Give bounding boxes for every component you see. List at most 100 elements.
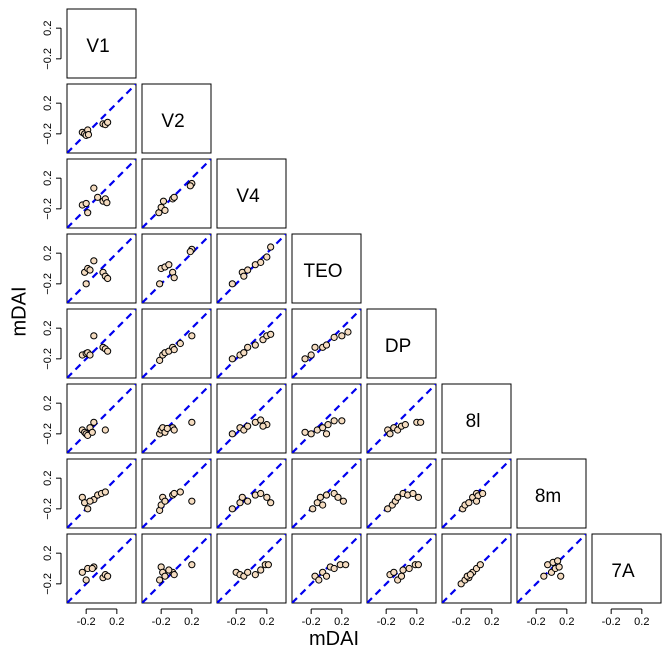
point-8l-V2-6 — [188, 418, 196, 426]
x-tick-label-8m-1: 0.2 — [559, 616, 574, 628]
point-7A-V4-7 — [264, 561, 272, 569]
point-8l-TEO-3 — [319, 424, 327, 432]
point-8l-V1-4 — [90, 418, 98, 426]
identity-line-DP-V1 — [67, 309, 136, 378]
point-8l-DP-5 — [401, 421, 409, 429]
identity-line-DP-V2 — [142, 309, 211, 378]
point-DP-V2-7 — [188, 332, 196, 340]
point-8m-V4-6 — [263, 493, 271, 501]
point-DP-V4-4 — [251, 341, 259, 349]
point-8m-V4-0 — [228, 505, 236, 513]
point-8m-V1-2 — [84, 505, 92, 513]
point-V4-V1-7 — [103, 199, 111, 207]
x-tick-label-V4-0: -0.2 — [227, 616, 246, 628]
identity-line-7A-8m — [517, 534, 586, 603]
x-tick-label-DP-1: 0.2 — [409, 616, 424, 628]
diagonal-panel-DP — [366, 308, 437, 379]
x-tick-label-8m-0: -0.2 — [527, 616, 546, 628]
point-8l-V4-7 — [259, 422, 267, 430]
y-tick-label-8l-0: −0.2 — [42, 423, 54, 445]
identity-line-8l-V4 — [217, 384, 286, 453]
point-7A-V1-0 — [78, 568, 86, 576]
point-8m-8l-6 — [479, 489, 487, 498]
point-8l-V2-7 — [163, 424, 171, 433]
point-DP-V2-0 — [156, 356, 164, 364]
point-7A-TEO-7 — [342, 561, 350, 569]
point-7A-V2-0 — [156, 576, 164, 584]
y-tick-label-V2-0: −0.2 — [42, 123, 54, 145]
point-8l-TEO-0 — [301, 428, 309, 436]
point-8l-V4-5 — [257, 416, 265, 424]
point-7A-TEO-1 — [315, 576, 323, 584]
point-DP-TEO-2 — [311, 343, 319, 351]
point-8m-V4-2 — [238, 493, 246, 501]
point-8m-V2-3 — [161, 497, 169, 505]
point-TEO-V4-6 — [263, 253, 271, 261]
area-label-7A: 7A — [611, 561, 635, 582]
point-TEO-V2-0 — [156, 280, 164, 288]
point-8m-V4-7 — [267, 499, 275, 507]
point-7A-V2-7 — [165, 566, 173, 574]
point-DP-V4-2 — [240, 349, 248, 357]
point-7A-V2-3 — [161, 572, 169, 580]
y-tick-label-7A-1: 0.2 — [42, 546, 54, 561]
point-DP-V4-7 — [267, 330, 275, 338]
point-8l-TEO-1 — [307, 430, 315, 438]
identity-line-DP-V4 — [217, 309, 286, 378]
point-DP-V1-3 — [90, 332, 98, 340]
point-TEO-V4-5 — [257, 258, 265, 266]
point-7A-TEO-5 — [330, 564, 338, 573]
x-tick-label-V1-0: -0.2 — [77, 616, 96, 628]
point-8m-TEO-0 — [309, 505, 317, 513]
identity-line-TEO-V2 — [142, 234, 211, 303]
y-tick-label-TEO-1: 0.2 — [42, 246, 54, 261]
point-TEO-V1-3 — [90, 257, 98, 265]
x-tick-label-V2-1: 0.2 — [184, 616, 199, 628]
point-8m-8l-7 — [472, 497, 481, 505]
point-7A-8m-6 — [554, 557, 562, 565]
x-tick-label-V1-1: 0.2 — [109, 616, 124, 628]
area-label-DP: DP — [385, 336, 411, 357]
point-8m-V1-6 — [101, 488, 109, 496]
identity-line-V4-V1 — [67, 159, 136, 228]
point-V4-V2-5 — [170, 193, 178, 201]
point-DP-TEO-6 — [338, 332, 346, 340]
point-8m-DP-6 — [409, 489, 417, 498]
area-label-V4: V4 — [236, 186, 260, 207]
point-7A-DP-5 — [405, 564, 413, 573]
point-TEO-V4-2 — [240, 272, 248, 280]
point-8m-V2-7 — [188, 497, 196, 505]
point-DP-TEO-1 — [307, 351, 315, 359]
x-tick-label-7A-1: 0.2 — [634, 616, 649, 628]
y-tick-label-DP-1: 0.2 — [42, 321, 54, 336]
point-7A-8m-3 — [555, 563, 563, 571]
point-TEO-V4-0 — [228, 280, 236, 288]
point-TEO-V4-7 — [267, 243, 275, 251]
point-DP-TEO-4 — [322, 341, 331, 349]
point-8l-V2-5 — [170, 426, 178, 434]
y-tick-label-DP-0: −0.2 — [42, 348, 54, 370]
point-8m-V4-3 — [244, 497, 252, 505]
point-8m-V1-7 — [86, 497, 94, 505]
point-7A-DP-4 — [399, 566, 407, 574]
x-tick-label-DP-0: -0.2 — [377, 616, 396, 628]
identity-line-8l-TEO — [292, 384, 361, 453]
x-tick-label-8l-1: 0.2 — [484, 616, 499, 628]
point-V4-V1-4 — [94, 193, 102, 201]
point-DP-V1-7 — [86, 351, 94, 359]
point-8l-TEO-6 — [338, 417, 346, 425]
point-7A-V4-5 — [257, 566, 265, 574]
point-8l-TEO-7 — [322, 430, 331, 438]
point-7A-V1-6 — [104, 572, 112, 580]
identity-line-8l-V1 — [67, 384, 136, 453]
point-7A-8l-5 — [476, 561, 484, 569]
identity-line-7A-TEO — [292, 534, 361, 603]
point-7A-V4-3 — [244, 568, 252, 576]
y-tick-label-8m-1: 0.2 — [42, 471, 54, 486]
point-7A-DP-3 — [397, 572, 406, 580]
point-7A-DP-7 — [414, 561, 422, 569]
identity-line-8m-V4 — [217, 459, 286, 528]
point-8l-V4-3 — [244, 422, 252, 430]
y-tick-label-V4-1: 0.2 — [42, 171, 54, 186]
area-label-V2: V2 — [161, 111, 184, 132]
